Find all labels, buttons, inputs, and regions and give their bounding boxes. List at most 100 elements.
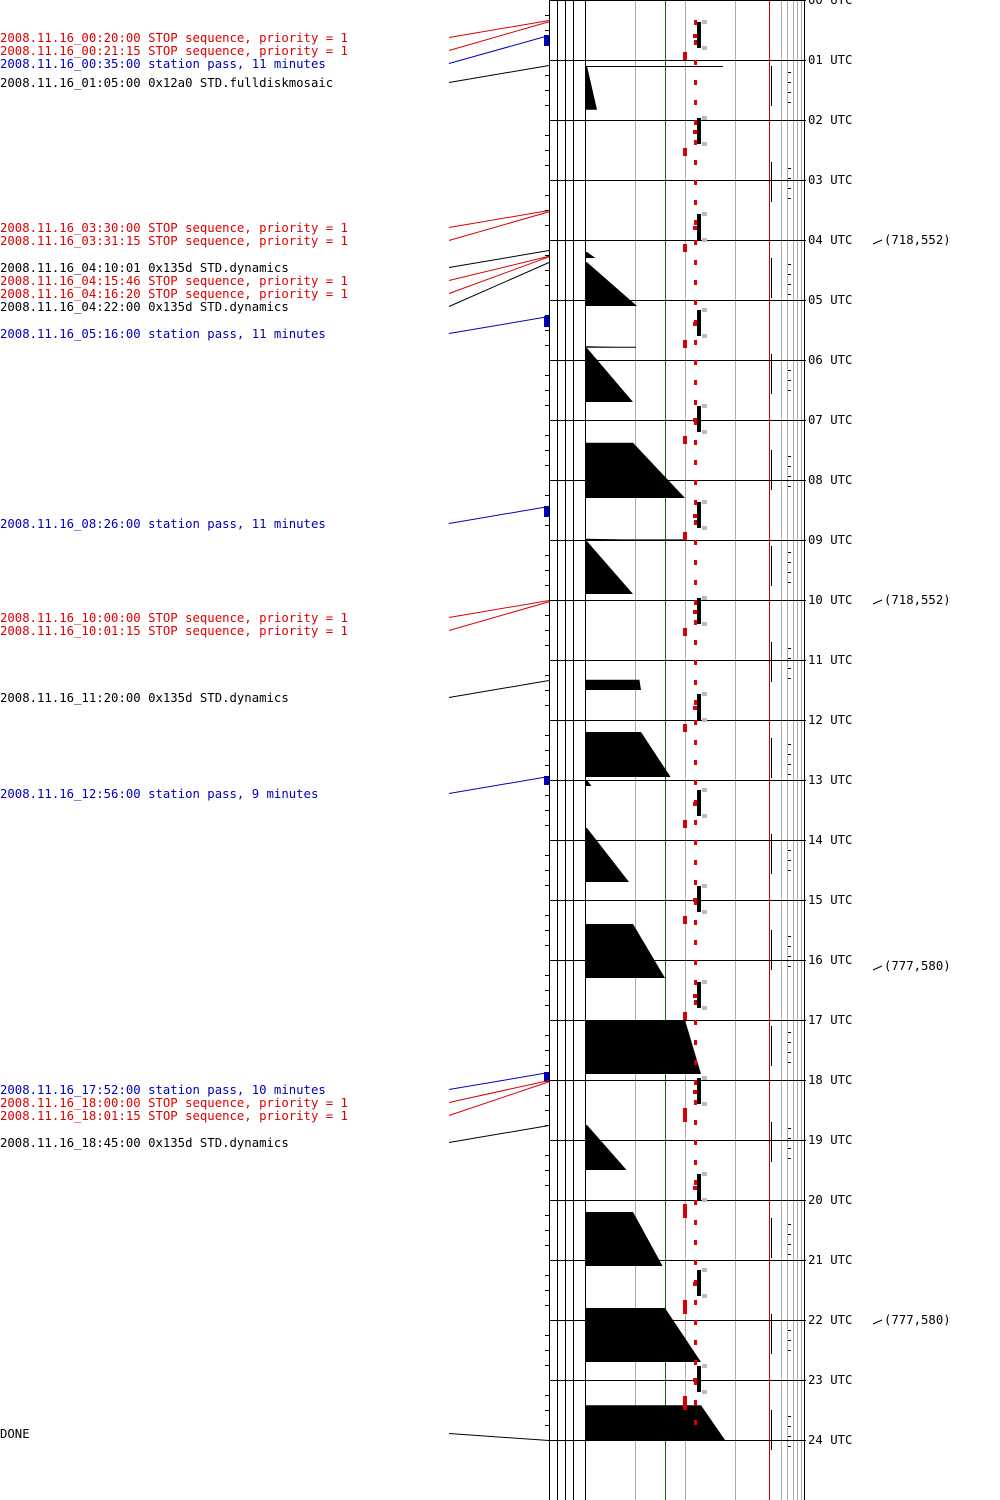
trace-dot	[788, 648, 791, 649]
red-dash	[694, 460, 697, 465]
red-dash	[694, 540, 697, 545]
exposure-marker	[697, 406, 701, 432]
gray-marker	[702, 20, 707, 24]
event-connector	[448, 250, 550, 269]
gray-marker	[702, 526, 707, 530]
exposure-marker	[697, 1366, 701, 1392]
trace-dot	[788, 1244, 791, 1245]
trace-dot	[788, 870, 791, 871]
trace-dot	[788, 1340, 791, 1341]
exposure-marker	[697, 694, 701, 720]
trace-dot	[788, 264, 791, 265]
red-dash	[694, 560, 697, 565]
red-dash	[694, 280, 697, 285]
red-dash	[694, 380, 697, 385]
hour-label: 14 UTC	[808, 833, 852, 847]
red-dash	[694, 960, 697, 965]
event-connector	[448, 775, 550, 794]
trace-dot	[788, 1138, 791, 1139]
gray-marker	[702, 692, 707, 696]
stop-event-label: 2008.11.16_10:00:00 STOP sequence, prior…	[0, 611, 348, 625]
grid-layer	[545, 0, 806, 1500]
trace-dot	[788, 188, 791, 189]
red-marker	[693, 1186, 697, 1190]
red-dash	[694, 100, 697, 105]
stop-event-label: 2008.11.16_18:00:00 STOP sequence, prior…	[0, 1096, 348, 1110]
red-dash	[694, 840, 697, 845]
trace-dot	[788, 198, 791, 199]
trace-dot	[788, 1042, 791, 1043]
trace-dot	[788, 380, 791, 381]
red-dash	[694, 1400, 697, 1405]
trace-dot	[788, 168, 791, 169]
hour-label: 06 UTC	[808, 353, 852, 367]
hour-label: 16 UTC	[808, 953, 852, 967]
red-dash	[694, 480, 697, 485]
stop-event-label: 2008.11.16_03:31:15 STOP sequence, prior…	[0, 234, 348, 248]
trace-dot	[788, 82, 791, 83]
red-dash	[694, 700, 697, 705]
gray-marker	[702, 980, 707, 984]
pass-event-label: 2008.11.16_05:16:00 station pass, 11 min…	[0, 327, 326, 341]
gray-marker	[702, 116, 707, 120]
red-dash	[694, 200, 697, 205]
trace-dot	[788, 1416, 791, 1417]
red-dash	[694, 1360, 697, 1365]
exposure-marker	[697, 790, 701, 816]
red-dash	[694, 600, 697, 605]
hour-label: 00 UTC	[808, 0, 852, 7]
gray-marker	[702, 910, 707, 914]
red-dash	[694, 720, 697, 725]
red-marker	[693, 322, 697, 326]
trace-dot	[788, 476, 791, 477]
red-marker-left	[683, 1012, 687, 1020]
event-connector	[448, 21, 550, 51]
red-dash	[694, 580, 697, 585]
trace-dot	[788, 1234, 791, 1235]
stop-event-label: 2008.11.16_00:20:00 STOP sequence, prior…	[0, 31, 348, 45]
event-layer: 2008.11.16_00:20:00 STOP sequence, prior…	[0, 19, 550, 1441]
event-connector	[448, 600, 550, 618]
hour-label: 24 UTC	[808, 1433, 852, 1447]
event-connector	[448, 262, 550, 307]
event-connector	[448, 505, 550, 524]
red-marker	[693, 706, 697, 710]
pointing-label: (718,552)	[884, 233, 951, 247]
trace-dot	[788, 390, 791, 391]
gray-marker	[702, 500, 707, 504]
red-marker	[693, 1090, 697, 1094]
gray-marker	[702, 596, 707, 600]
red-dash	[694, 1220, 697, 1225]
hour-label: 21 UTC	[808, 1253, 852, 1267]
hour-label: 12 UTC	[808, 713, 852, 727]
red-dash	[694, 140, 697, 145]
hour-label: 18 UTC	[808, 1073, 852, 1087]
gray-marker	[702, 212, 707, 216]
red-dash	[694, 240, 697, 245]
trace-dot	[788, 1330, 791, 1331]
pointing-label: (777,580)	[884, 1313, 951, 1327]
trace-dot	[788, 1062, 791, 1063]
gray-marker	[702, 1006, 707, 1010]
pointing-tick	[872, 965, 883, 971]
red-marker-left	[683, 1396, 687, 1410]
red-marker	[693, 802, 697, 806]
red-dash	[694, 1080, 697, 1085]
gray-marker	[702, 718, 707, 722]
buffer-fill-wedge	[585, 1020, 701, 1074]
red-dash	[694, 440, 697, 445]
buffer-fill-wedge	[585, 679, 641, 690]
red-dash	[694, 1160, 697, 1165]
red-marker-left	[683, 1108, 687, 1122]
red-dash	[694, 1340, 697, 1345]
trace-dot	[788, 552, 791, 553]
red-dash	[694, 1260, 697, 1265]
red-marker-left	[683, 1300, 687, 1314]
exposure-marker	[697, 598, 701, 624]
event-connector	[448, 34, 550, 64]
exposure-marker	[697, 1078, 701, 1104]
red-dash	[694, 120, 697, 125]
red-dash	[694, 740, 697, 745]
hour-label: 11 UTC	[808, 653, 852, 667]
